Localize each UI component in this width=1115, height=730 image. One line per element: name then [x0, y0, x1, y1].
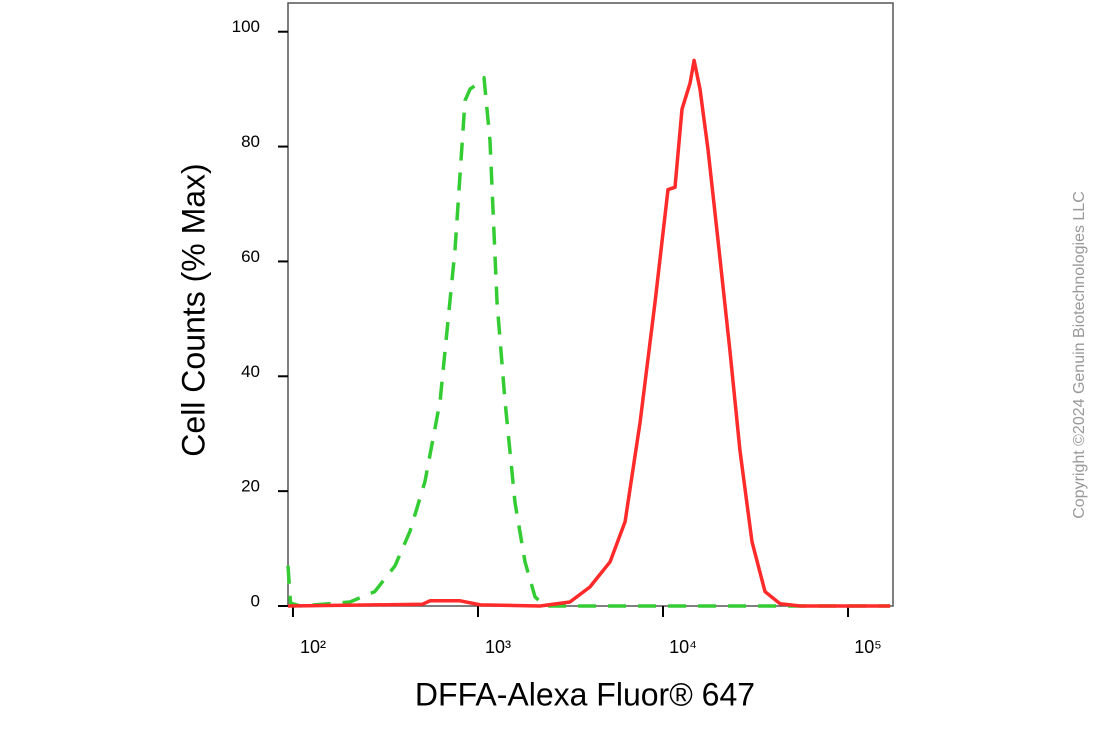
- histogram-line: [286, 75, 891, 608]
- x-tick-label: 10⁵: [854, 637, 881, 657]
- y-tick-label: 80: [241, 132, 260, 151]
- y-axis-label: Cell Counts (% Max): [175, 163, 211, 456]
- y-tick-label: 0: [251, 591, 260, 610]
- histogram-line: [287, 58, 891, 608]
- copyright: Copyright ©2024 Genuin Biotechnologies L…: [1071, 191, 1088, 519]
- y-tick-label: 60: [241, 247, 260, 266]
- y-tick-label: 100: [232, 17, 260, 36]
- x-tick-label: 10⁴: [669, 637, 697, 657]
- x-axis-label: DFFA-Alexa Fluor® 647: [415, 676, 755, 712]
- y-tick-label: 20: [241, 477, 260, 496]
- y-tick-label: 40: [241, 362, 260, 381]
- x-tick-label: 10³: [485, 637, 511, 657]
- x-tick-label: 10²: [300, 637, 326, 657]
- plot-frame: [287, 2, 894, 607]
